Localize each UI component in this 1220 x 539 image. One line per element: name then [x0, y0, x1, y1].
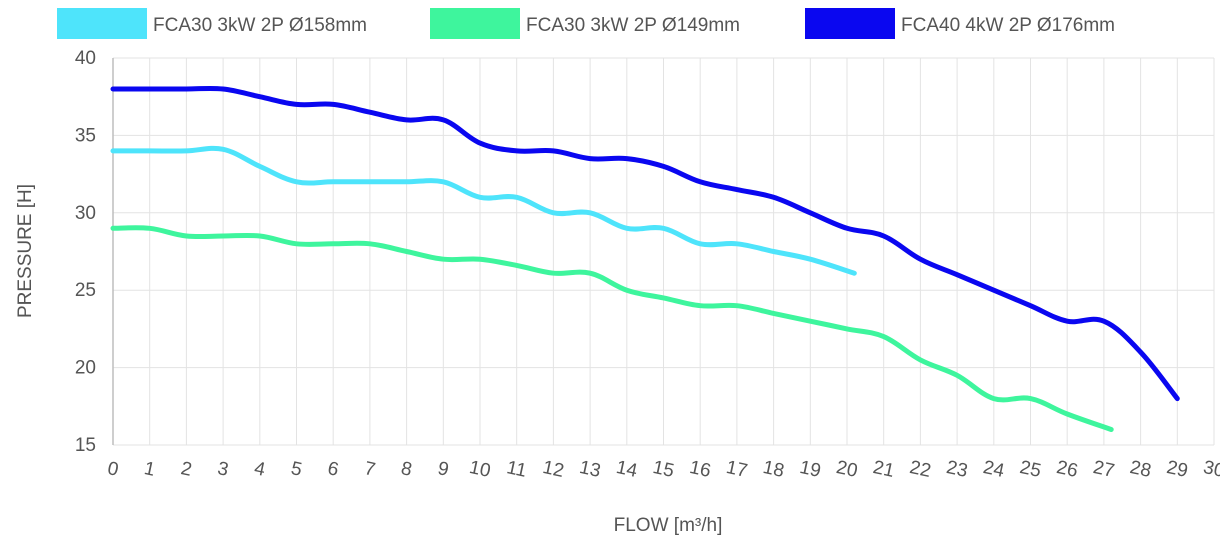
- chart-legend: FCA30 3kW 2P Ø158mm FCA30 3kW 2P Ø149mm FC…: [57, 8, 1115, 39]
- x-tick-label: 27: [1091, 457, 1116, 482]
- x-tick-label: 3: [216, 458, 231, 481]
- x-tick-label: 23: [944, 457, 969, 482]
- x-tick-label: 6: [326, 458, 341, 481]
- x-tick-label: 16: [688, 457, 713, 482]
- x-tick-label: 0: [106, 458, 121, 481]
- y-tick-label: 30: [75, 203, 96, 224]
- x-tick-label: 29: [1165, 457, 1190, 482]
- x-tick-label: 13: [577, 457, 602, 482]
- x-tick-label: 1: [142, 458, 157, 481]
- x-tick-label: 5: [289, 458, 304, 481]
- x-axis-ticks: 0 1 2 3 4 5 6 7 8 9 10 11 12 13 14 15 16 17 18 19 20 21 22 23 24…: [106, 457, 1220, 482]
- y-tick-label: 25: [75, 280, 96, 301]
- x-tick-label: 20: [834, 457, 859, 482]
- x-tick-label: 21: [871, 457, 896, 482]
- x-tick-label: 18: [761, 457, 786, 482]
- y-tick-label: 20: [75, 358, 96, 379]
- y-axis-ticks: 15 20 25 30 35 40: [75, 48, 96, 456]
- series-line-2: [110, 225, 1114, 432]
- x-tick-label: 10: [467, 457, 492, 482]
- vertical-gridlines: [149, 58, 1215, 445]
- x-tick-label: 15: [651, 457, 676, 482]
- y-tick-label: 15: [75, 435, 96, 456]
- legend-label[interactable]: FCA40 4kW 2P Ø176mm: [901, 15, 1115, 36]
- x-tick-label: 7: [362, 458, 377, 481]
- x-tick-label: 4: [252, 458, 267, 481]
- legend-swatch[interactable]: [57, 8, 147, 39]
- y-tick-label: 40: [75, 48, 96, 69]
- x-tick-label: 22: [908, 457, 933, 482]
- legend-label[interactable]: FCA30 3kW 2P Ø149mm: [526, 15, 740, 36]
- series-line-3: [110, 85, 1180, 402]
- legend-swatch[interactable]: [805, 8, 895, 39]
- x-tick-label: 28: [1128, 457, 1153, 482]
- x-axis-title: FLOW [m³/h]: [614, 515, 723, 536]
- legend-swatch[interactable]: [430, 8, 520, 39]
- x-tick-label: 26: [1055, 457, 1080, 482]
- x-tick-label: 9: [436, 458, 451, 481]
- x-tick-label: 11: [505, 457, 529, 482]
- x-tick-label: 12: [541, 457, 566, 482]
- x-tick-label: 19: [798, 457, 823, 482]
- y-tick-label: 35: [75, 125, 96, 146]
- horizontal-gridlines: [113, 57, 1214, 446]
- x-tick-label: 2: [179, 458, 194, 481]
- x-tick-label: 24: [981, 457, 1006, 482]
- x-tick-label: 25: [1018, 457, 1043, 482]
- x-tick-label: 8: [399, 458, 414, 481]
- x-tick-label: 30: [1201, 457, 1220, 482]
- y-axis-title: PRESSURE [H]: [15, 184, 36, 318]
- x-tick-label: 14: [614, 457, 639, 482]
- x-tick-label: 17: [724, 457, 749, 482]
- legend-label[interactable]: FCA30 3kW 2P Ø158mm: [153, 15, 367, 36]
- series-lines: [110, 85, 1180, 432]
- series-line-1: [110, 145, 857, 276]
